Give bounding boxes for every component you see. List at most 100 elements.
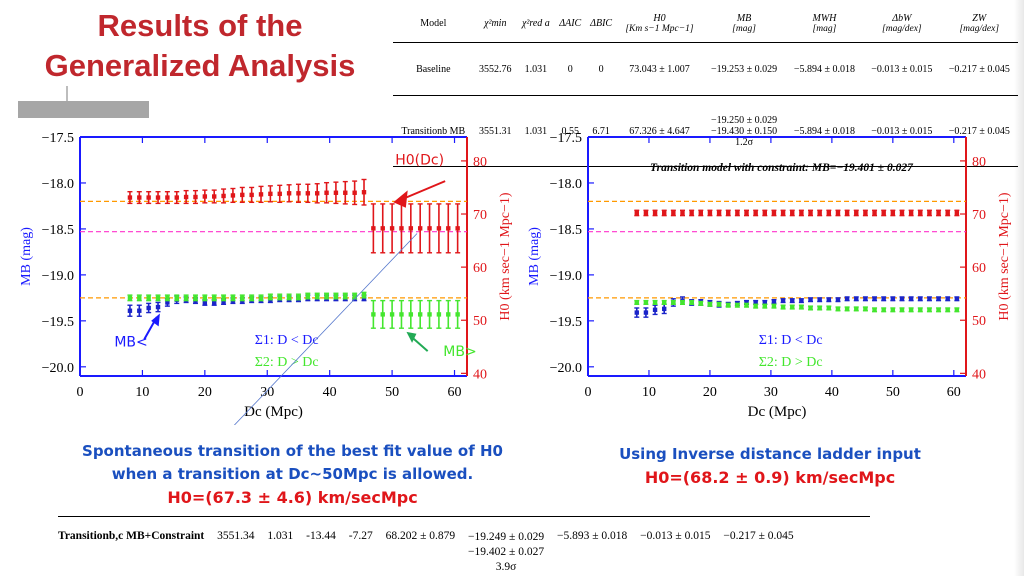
- data-point: [744, 210, 749, 216]
- x-tick-label: 20: [703, 385, 717, 400]
- bottom-chi2red: 1.031: [267, 530, 294, 542]
- data-point: [371, 312, 376, 317]
- y-right-tick-label: 70: [473, 208, 487, 223]
- x-tick-label: 40: [323, 385, 337, 400]
- charts-canvas: 0 10 20 30 40 50 60 −17.5 −18.0 −18.5 −19.0 −19.5 −2…: [19, 131, 1012, 425]
- data-point: [314, 191, 320, 196]
- bottom-mb: −19.249 ± 0.029: [468, 531, 545, 543]
- data-point: [343, 190, 348, 195]
- row-model: Transitionb MB: [401, 125, 466, 137]
- x-tick-label: 50: [886, 385, 900, 400]
- table-row: Baseline 3552.76 1.031 0 0 73.043 ± 1.00…: [393, 43, 1018, 96]
- data-point: [296, 294, 301, 300]
- slide-title-line2: Generalized Analysis: [44, 48, 356, 83]
- row-h0: 67.326 ± 4.647: [629, 125, 690, 137]
- data-point: [127, 195, 133, 200]
- data-point: [844, 296, 850, 301]
- data-point: [735, 303, 740, 308]
- data-point: [436, 226, 442, 231]
- data-point: [221, 193, 226, 199]
- data-point: [854, 306, 859, 312]
- left-caption-h0: H0=(67.3 ± 4.6) km/secMpc: [167, 488, 418, 507]
- data-point: [634, 300, 639, 305]
- data-point: [872, 296, 877, 301]
- data-point: [268, 191, 273, 197]
- bottom-chi2min: 3551.34: [217, 530, 255, 542]
- data-point: [863, 306, 868, 312]
- data-point: [305, 191, 311, 196]
- data-point: [146, 195, 151, 200]
- header-mhw: MWH [mag]: [786, 4, 863, 43]
- header-dbw-unit: [mag/dex]: [882, 23, 922, 34]
- header-h0-label: H0: [653, 12, 666, 24]
- header-zw-unit: [mag/dex]: [959, 23, 1000, 34]
- x-axis-label: Dc (Mpc): [244, 404, 303, 420]
- data-point: [446, 226, 451, 231]
- bottom-zw: −0.217 ± 0.045: [723, 530, 794, 542]
- row-mb-value: −19.250 ± 0.029: [710, 114, 778, 126]
- data-point: [790, 298, 795, 303]
- data-point: [165, 295, 170, 301]
- row-daic: 0: [567, 63, 573, 75]
- table-rule: [393, 166, 1018, 167]
- data-point: [352, 190, 357, 195]
- data-point: [835, 306, 841, 312]
- x-tick-label: 10: [642, 385, 656, 400]
- data-point: [881, 210, 886, 216]
- data-point: [137, 308, 142, 313]
- data-point: [680, 210, 685, 216]
- annotation-arrowhead: [393, 190, 408, 208]
- x-tick-label: 10: [135, 385, 149, 400]
- row-mhw: −5.894 ± 0.018: [793, 63, 855, 75]
- y-left-tick-label: −19.5: [550, 315, 582, 330]
- x-tick-label: 60: [947, 385, 961, 400]
- data-point: [945, 210, 950, 216]
- data-point: [455, 226, 460, 231]
- data-point: [399, 226, 404, 231]
- y-left-axis-label: MB (mag): [527, 227, 542, 286]
- header-dbic: ΔBIC: [590, 17, 613, 29]
- row-mb: −19.253 ± 0.029: [710, 63, 778, 75]
- y-left-tick-label: −17.5: [550, 131, 582, 146]
- data-point: [343, 293, 348, 299]
- y-right-axis-label: H0 (km sec−1 Mpc−1): [498, 192, 513, 320]
- data-point: [155, 295, 161, 301]
- data-point: [436, 312, 442, 317]
- series-H0: [127, 178, 461, 254]
- data-point: [333, 293, 339, 299]
- data-point: [174, 295, 179, 301]
- series-H0: [634, 209, 960, 217]
- y-left-tick-label: −19.0: [550, 269, 582, 284]
- data-point: [817, 297, 822, 302]
- data-point: [371, 226, 376, 231]
- data-point: [835, 297, 841, 302]
- data-point: [127, 308, 133, 313]
- data-point: [352, 293, 357, 299]
- x-tick-label: 30: [764, 385, 778, 400]
- data-point: [202, 194, 208, 199]
- data-point: [380, 312, 385, 317]
- data-point: [324, 190, 329, 195]
- data-point: [890, 307, 896, 313]
- results-table: Model χ²min χ²red a ΔAIC ΔBIC H0 [Km s−1 …: [393, 4, 1018, 167]
- data-point: [753, 300, 758, 305]
- bottom-significance: 3.9σ: [495, 561, 517, 573]
- row-mhw: −5.894 ± 0.018: [793, 125, 855, 137]
- data-point: [753, 210, 758, 216]
- y-left-tick-label: −19.0: [42, 269, 74, 284]
- data-point: [427, 312, 432, 317]
- data-point: [643, 210, 649, 216]
- legend-entry: Σ1: D < Dc: [759, 333, 823, 348]
- row-daic: 0.55: [561, 125, 579, 137]
- data-point: [689, 300, 694, 305]
- data-point: [455, 312, 460, 317]
- data-point: [753, 303, 758, 309]
- data-point: [927, 307, 932, 313]
- legend-entry: Σ2: D > Dc: [759, 355, 823, 370]
- left-caption: Spontaneous transition of the best fit v…: [40, 440, 545, 509]
- data-point: [221, 295, 226, 301]
- row-chi2red: 1.031: [524, 125, 548, 137]
- data-point: [945, 296, 950, 301]
- data-point: [417, 226, 423, 231]
- data-point: [881, 307, 886, 313]
